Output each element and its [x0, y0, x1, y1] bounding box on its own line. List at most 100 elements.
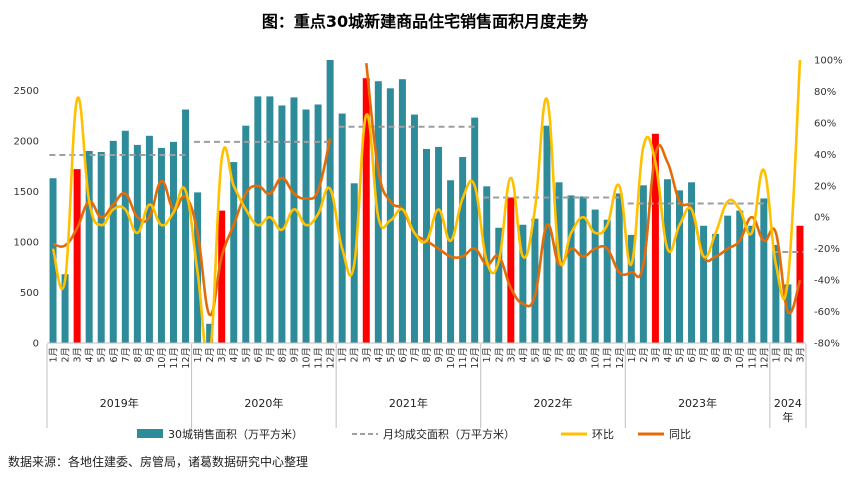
x-tick-label: 11月 — [458, 347, 469, 369]
x-tick-label: 5月 — [241, 347, 252, 363]
bar — [579, 196, 587, 343]
y-right-tick-label: 0% — [814, 213, 830, 224]
bar — [338, 113, 346, 343]
bar — [724, 215, 732, 343]
bar — [627, 234, 635, 343]
x-tick-label: 9月 — [145, 347, 156, 363]
y-left-tick-label: 2000 — [14, 136, 39, 147]
axes: 0 500 1000 1500 2000 2500 -80% -60% -40% -20% 0% 20… — [14, 56, 843, 428]
x-tick-label: 8月 — [133, 347, 144, 363]
x-tick-label: 6月 — [109, 347, 120, 363]
y-left-tick-label: 2500 — [14, 86, 39, 97]
bar — [748, 225, 756, 343]
x-tick-label: 11月 — [747, 347, 758, 369]
bar — [314, 104, 322, 343]
bar-highlight — [73, 169, 81, 343]
bar — [519, 224, 527, 343]
x-tick-label: 1月 — [49, 347, 60, 363]
bar — [736, 210, 744, 343]
bar — [471, 117, 479, 343]
bar — [700, 225, 708, 343]
bar — [290, 97, 298, 344]
year-label: 2021年 — [389, 396, 428, 410]
x-tick-label: 3月 — [73, 347, 84, 363]
x-tick-label: 1月 — [627, 347, 638, 363]
x-tick-label: 5月 — [530, 347, 541, 363]
x-tick-label: 9月 — [289, 347, 300, 363]
x-tick-label: 5月 — [97, 347, 108, 363]
bar — [447, 180, 455, 343]
bar — [49, 178, 57, 343]
year-label: 2020年 — [244, 396, 283, 410]
bar — [676, 190, 683, 343]
bar — [567, 195, 575, 343]
bar — [157, 147, 165, 343]
x-tick-label: 8月 — [567, 347, 578, 363]
bar-highlight — [218, 210, 226, 343]
bar — [772, 244, 780, 343]
x-tick-label: 7月 — [410, 347, 421, 363]
y-right-tick-label: 100% — [814, 56, 843, 67]
x-tick-label: 10月 — [591, 347, 602, 369]
bar — [266, 96, 274, 343]
bar — [121, 130, 129, 343]
source-note: 数据来源：各地住建委、房管局，诸葛数据研究中心整理 — [8, 454, 308, 469]
bar — [206, 323, 214, 343]
line-series — [51, 60, 802, 343]
x-tick-label: 7月 — [699, 347, 710, 363]
y-right-tick-label: -60% — [814, 307, 840, 318]
bar — [543, 125, 551, 343]
y-right-tick-label: -40% — [814, 276, 840, 287]
y-right-tick-label: 40% — [814, 150, 836, 161]
x-tick-label: 7月 — [121, 347, 132, 363]
x-tick-label: 2月 — [350, 347, 361, 363]
x-tick-label: 4月 — [518, 347, 529, 363]
bar — [109, 140, 117, 343]
x-tick-label: 6月 — [398, 347, 409, 363]
bar — [326, 60, 334, 343]
legend-swatch-bar — [137, 429, 163, 438]
mom-line — [51, 60, 802, 343]
x-tick-label: 11月 — [314, 347, 325, 369]
bar — [591, 209, 599, 343]
x-tick-label: 12月 — [759, 347, 770, 369]
y-left-tick-label: 1000 — [14, 237, 39, 248]
year-label: 2024 — [774, 397, 802, 410]
x-tick-label: 4月 — [374, 347, 385, 363]
bar — [423, 148, 430, 343]
x-tick-label: 12月 — [470, 347, 481, 369]
x-tick-label: 6月 — [253, 347, 264, 363]
x-tick-label: 1月 — [193, 347, 204, 363]
x-tick-label: 7月 — [265, 347, 276, 363]
bar — [145, 135, 153, 343]
y-right-tick-label: -80% — [814, 339, 840, 350]
legend: 30城销售面积（万平方米） 月均成交面积（万平方米） 环比 同比 — [137, 427, 691, 441]
bar — [712, 233, 720, 343]
bar — [242, 125, 250, 343]
bar — [182, 109, 190, 344]
bar — [495, 227, 503, 343]
bar — [97, 151, 105, 343]
legend-label: 环比 — [592, 428, 614, 441]
y-right-tick-label: 60% — [814, 118, 836, 129]
year-label: 2019年 — [100, 396, 139, 410]
x-tick-label: 6月 — [542, 347, 553, 363]
bar — [688, 182, 696, 343]
x-tick-label: 8月 — [422, 347, 433, 363]
bar — [760, 198, 768, 343]
yoy-line — [365, 62, 802, 315]
y-left-tick-label: 1500 — [14, 187, 39, 198]
x-tick-label: 7月 — [555, 347, 566, 363]
bar — [386, 88, 394, 343]
x-tick-label: 11月 — [169, 347, 180, 369]
x-tick-label: 10月 — [735, 347, 746, 369]
bar — [663, 179, 671, 343]
y-left-tick-label: 500 — [20, 288, 39, 299]
bar-series — [49, 60, 804, 344]
x-tick-label: 3月 — [506, 347, 517, 363]
x-tick-label: 8月 — [277, 347, 288, 363]
x-tick-label: 10月 — [302, 347, 313, 369]
bar-highlight — [507, 197, 515, 343]
x-tick-label: 10月 — [446, 347, 457, 369]
